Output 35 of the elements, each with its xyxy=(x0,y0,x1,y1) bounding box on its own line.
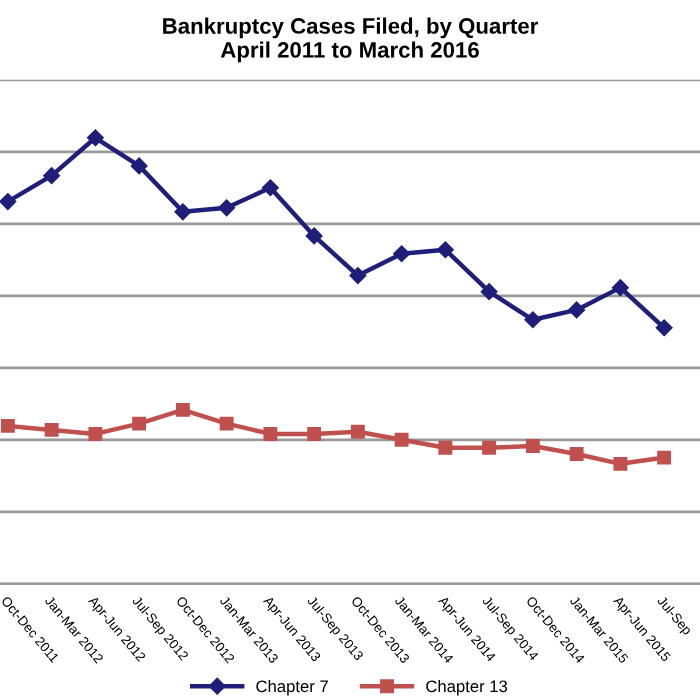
point xyxy=(218,199,235,217)
point xyxy=(480,283,498,300)
point xyxy=(44,422,59,437)
point xyxy=(262,179,279,196)
point xyxy=(349,267,367,284)
point xyxy=(525,439,540,453)
point xyxy=(350,424,365,439)
point xyxy=(0,418,15,433)
legend-label: Chapter 7 xyxy=(256,679,328,696)
point xyxy=(87,129,104,147)
chart-title: Bankruptcy Cases Filed, by Quarter April 2011 to March 2016 xyxy=(163,17,539,63)
point xyxy=(263,426,278,441)
point xyxy=(132,416,147,431)
point xyxy=(88,426,103,441)
point xyxy=(524,311,542,329)
point xyxy=(130,157,148,175)
point xyxy=(437,241,454,258)
legend-label: Chapter 13 xyxy=(426,679,508,696)
point xyxy=(305,227,323,245)
point xyxy=(438,440,453,455)
point xyxy=(655,319,673,337)
point xyxy=(219,416,234,431)
point xyxy=(394,432,409,447)
point xyxy=(307,426,322,441)
point xyxy=(175,402,190,417)
point xyxy=(43,167,60,184)
point xyxy=(612,279,629,296)
point xyxy=(0,193,17,210)
point xyxy=(482,440,497,455)
point xyxy=(569,447,584,461)
point xyxy=(657,450,672,465)
point xyxy=(568,301,585,319)
point xyxy=(393,245,410,263)
point xyxy=(613,456,628,471)
point xyxy=(174,203,192,221)
